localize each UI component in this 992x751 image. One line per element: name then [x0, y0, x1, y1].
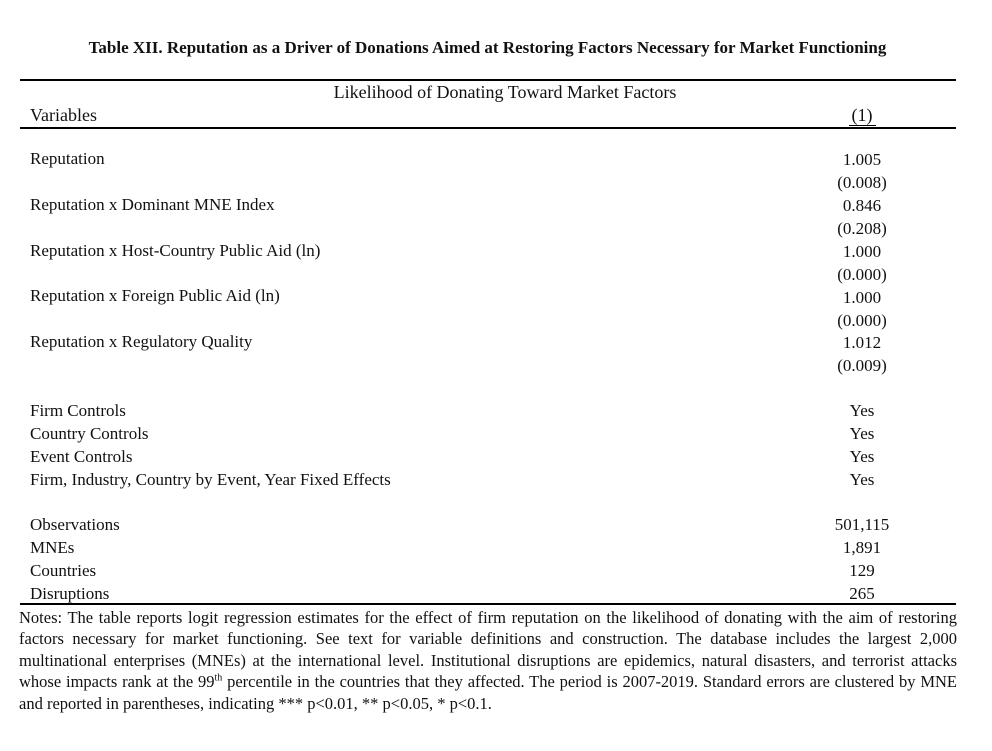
coef-label-foreign-aid: Reputation x Foreign Public Aid (ln): [30, 286, 280, 305]
control-value-country: Yes: [849, 424, 875, 443]
variables-header: Variables: [30, 105, 97, 125]
stat-label-mnes: MNEs: [30, 538, 75, 557]
column-header: (1): [820, 104, 904, 126]
notes-text-part-2: percentile in the countries that they af…: [19, 672, 957, 713]
control-label-country: Country Controls: [30, 424, 149, 443]
stat-value-disruptions: 265: [849, 584, 875, 603]
table-title: Table XII. Reputation as a Driver of Don…: [88, 38, 887, 57]
control-value-event: Yes: [849, 447, 875, 466]
coef-estimate-foreign-aid: 1.000: [842, 288, 882, 307]
control-label-firm: Firm Controls: [30, 401, 126, 420]
table-notes: Notes: The table reports logit regressio…: [19, 607, 957, 714]
notes-text-part-1: Notes: The table reports logit regressio…: [19, 608, 957, 692]
coef-label-regulatory: Reputation x Regulatory Quality: [30, 332, 253, 351]
coef-se-host-aid: (0.000): [837, 265, 887, 284]
coef-estimate-dominant-mne: 0.846: [842, 196, 882, 215]
bottom-rule: [20, 603, 956, 605]
notes-superscript: th: [214, 672, 223, 684]
coef-label-reputation: Reputation: [30, 149, 105, 168]
column-header-label: (1): [848, 105, 876, 126]
stat-value-observations: 501,115: [834, 515, 890, 534]
control-label-event: Event Controls: [30, 447, 133, 466]
coef-se-dominant-mne: (0.208): [837, 219, 887, 238]
top-rule: [20, 79, 956, 81]
coef-estimate-regulatory: 1.012: [842, 333, 882, 352]
stat-label-countries: Countries: [30, 561, 97, 580]
coef-estimate-host-aid: 1.000: [842, 242, 882, 261]
stat-label-disruptions: Disruptions: [30, 584, 110, 603]
stat-value-countries: 129: [849, 561, 875, 580]
dependent-variable-label: Likelihood of Donating Toward Market Fac…: [333, 82, 677, 102]
coef-se-regulatory: (0.009): [837, 356, 887, 375]
coef-label-dominant-mne: Reputation x Dominant MNE Index: [30, 195, 275, 214]
control-label-fixed-effects: Firm, Industry, Country by Event, Year F…: [30, 470, 391, 489]
stat-label-observations: Observations: [30, 515, 120, 534]
coef-se-reputation: (0.008): [837, 173, 887, 192]
coef-se-foreign-aid: (0.000): [837, 311, 887, 330]
stat-value-mnes: 1,891: [842, 538, 882, 557]
control-value-fixed-effects: Yes: [849, 470, 875, 489]
header-rule: [20, 127, 956, 129]
control-value-firm: Yes: [849, 401, 875, 420]
coef-estimate-reputation: 1.005: [842, 150, 882, 169]
coef-label-host-aid: Reputation x Host-Country Public Aid (ln…: [30, 241, 321, 260]
